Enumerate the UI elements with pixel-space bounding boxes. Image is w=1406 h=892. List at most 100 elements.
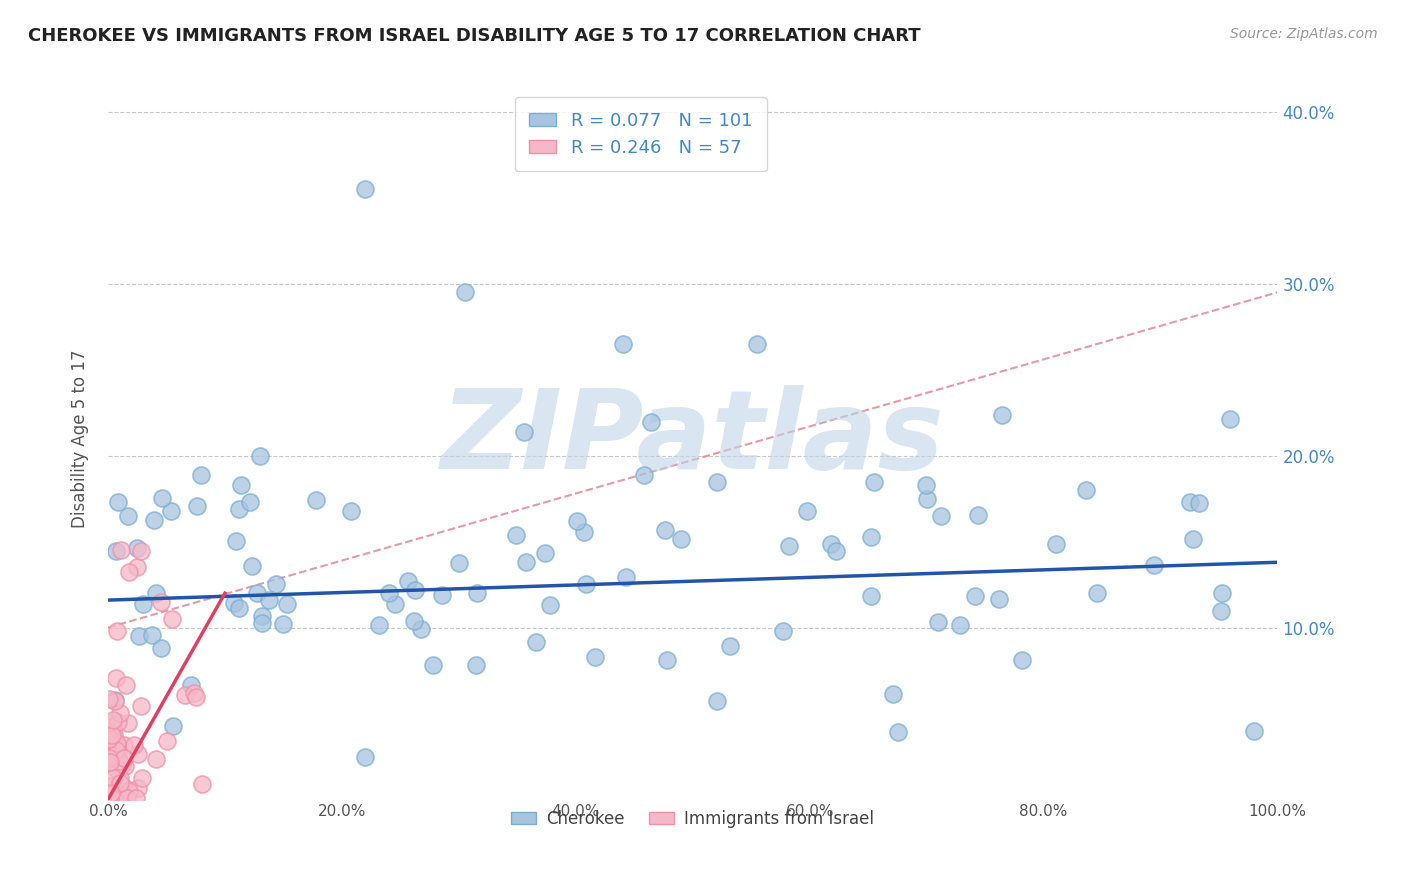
Point xyxy=(150,641,173,656)
Point xyxy=(228,501,250,516)
Point xyxy=(378,586,401,600)
Point xyxy=(104,693,127,707)
Point xyxy=(225,533,247,548)
Point xyxy=(538,598,561,612)
Point xyxy=(122,738,145,752)
Point xyxy=(117,715,139,730)
Point xyxy=(98,755,121,769)
Point xyxy=(305,492,328,507)
Point xyxy=(411,622,433,636)
Point xyxy=(180,678,202,692)
Point xyxy=(820,537,842,551)
Point xyxy=(565,514,588,528)
Point xyxy=(107,715,129,730)
Point xyxy=(1085,586,1108,600)
Point xyxy=(422,657,444,672)
Point xyxy=(276,598,298,612)
Point xyxy=(1076,483,1098,498)
Point xyxy=(98,731,121,746)
Point xyxy=(246,585,269,599)
Point xyxy=(929,508,952,523)
Text: CHEROKEE VS IMMIGRANTS FROM ISRAEL DISABILITY AGE 5 TO 17 CORRELATION CHART: CHEROKEE VS IMMIGRANTS FROM ISRAEL DISAB… xyxy=(28,27,921,45)
Point xyxy=(453,285,475,300)
Point xyxy=(988,592,1011,607)
Point xyxy=(271,617,294,632)
Point xyxy=(105,543,128,558)
Point xyxy=(505,527,527,541)
Point xyxy=(127,780,149,795)
Point xyxy=(612,337,634,351)
Point xyxy=(107,494,129,508)
Point xyxy=(141,628,163,642)
Point xyxy=(98,747,121,762)
Point xyxy=(534,546,557,560)
Point xyxy=(108,754,131,768)
Point xyxy=(967,508,990,523)
Point xyxy=(384,597,406,611)
Point xyxy=(110,543,132,558)
Point xyxy=(1188,496,1211,510)
Point xyxy=(128,629,150,643)
Point xyxy=(150,491,173,505)
Point xyxy=(112,738,135,752)
Point xyxy=(860,530,883,544)
Point xyxy=(127,560,149,574)
Point xyxy=(117,790,139,805)
Point xyxy=(117,509,139,524)
Point xyxy=(118,783,141,797)
Point xyxy=(927,615,949,629)
Point xyxy=(108,706,131,720)
Point xyxy=(149,595,172,609)
Point xyxy=(145,751,167,765)
Point xyxy=(143,513,166,527)
Text: Source: ZipAtlas.com: Source: ZipAtlas.com xyxy=(1230,27,1378,41)
Point xyxy=(524,635,547,649)
Point xyxy=(914,478,936,492)
Point xyxy=(1178,495,1201,509)
Point xyxy=(101,714,124,728)
Point xyxy=(1219,411,1241,425)
Point xyxy=(105,736,128,750)
Point xyxy=(131,698,153,713)
Point xyxy=(796,504,818,518)
Point xyxy=(228,600,250,615)
Point xyxy=(108,790,131,805)
Point xyxy=(887,725,910,739)
Point xyxy=(118,565,141,579)
Point xyxy=(1011,652,1033,666)
Point xyxy=(250,616,273,631)
Point xyxy=(572,525,595,540)
Point xyxy=(132,597,155,611)
Point xyxy=(264,577,287,591)
Point xyxy=(173,689,195,703)
Point xyxy=(669,533,692,547)
Point xyxy=(614,570,637,584)
Point xyxy=(354,749,377,764)
Point xyxy=(104,693,127,707)
Point xyxy=(515,555,537,569)
Point xyxy=(432,588,454,602)
Text: ZIPatlas: ZIPatlas xyxy=(441,385,945,492)
Point xyxy=(654,523,676,537)
Point xyxy=(98,779,121,793)
Point xyxy=(105,743,128,757)
Point xyxy=(949,618,972,632)
Point xyxy=(354,182,377,196)
Point xyxy=(127,541,149,555)
Point xyxy=(114,780,136,794)
Point xyxy=(257,593,280,607)
Point xyxy=(105,672,128,686)
Point xyxy=(465,585,488,599)
Point xyxy=(1211,604,1233,618)
Point xyxy=(1045,537,1067,551)
Point xyxy=(105,624,128,638)
Point xyxy=(107,754,129,768)
Point xyxy=(98,749,121,764)
Point xyxy=(706,475,728,489)
Point xyxy=(965,589,987,603)
Point xyxy=(706,693,728,707)
Point xyxy=(1243,723,1265,738)
Point xyxy=(131,771,153,785)
Legend: Cherokee, Immigrants from Israel: Cherokee, Immigrants from Israel xyxy=(505,803,882,835)
Point xyxy=(863,475,886,489)
